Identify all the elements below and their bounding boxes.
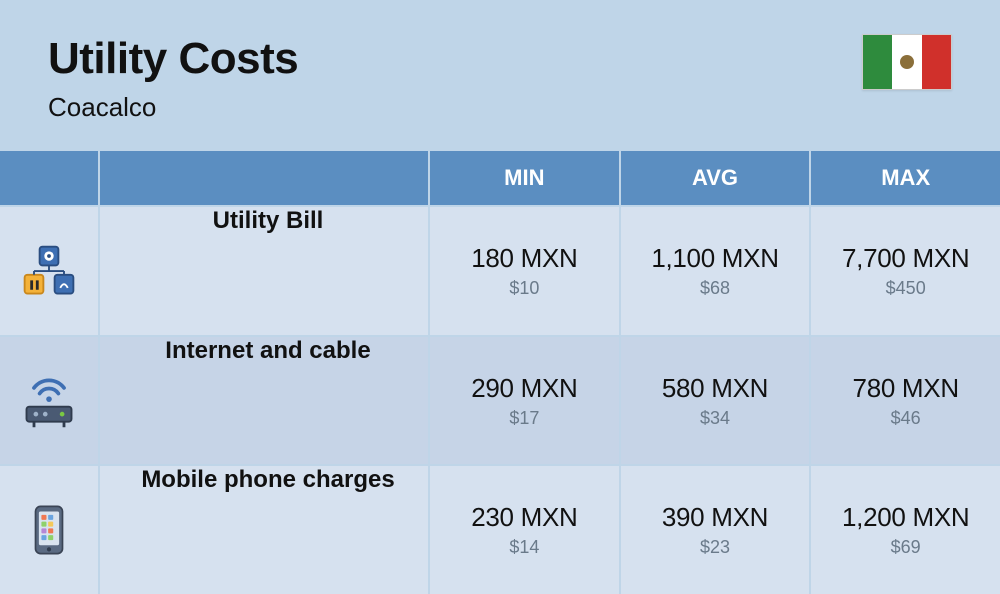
val-mxn: 230 MXN	[471, 502, 577, 533]
row-label: Internet and cable	[100, 337, 430, 465]
th-empty-icon	[0, 151, 100, 205]
val-usd: $17	[509, 408, 539, 429]
cell-min: 290 MXN $17	[430, 337, 621, 465]
cost-table: MIN AVG MAX	[0, 151, 1000, 594]
val-usd: $69	[891, 537, 921, 558]
page-subtitle: Coacalco	[48, 92, 298, 123]
val-usd: $450	[886, 278, 926, 299]
cell-min: 180 MXN $10	[430, 207, 621, 335]
val-usd: $23	[700, 537, 730, 558]
val-mxn: 1,100 MXN	[651, 243, 778, 274]
val-usd: $68	[700, 278, 730, 299]
th-avg: AVG	[621, 151, 812, 205]
flag-stripe-red	[922, 35, 951, 89]
router-icon	[15, 367, 83, 435]
table-header-row: MIN AVG MAX	[0, 151, 1000, 205]
row-label: Mobile phone charges	[100, 466, 430, 594]
row-icon-cell	[0, 207, 100, 335]
cell-avg: 580 MXN $34	[621, 337, 812, 465]
th-max: MAX	[811, 151, 1000, 205]
th-empty-label	[100, 151, 430, 205]
phone-icon	[15, 496, 83, 564]
val-usd: $34	[700, 408, 730, 429]
val-usd: $10	[509, 278, 539, 299]
val-mxn: 290 MXN	[471, 373, 577, 404]
th-min: MIN	[430, 151, 621, 205]
table-row: Mobile phone charges 230 MXN $14 390 MXN…	[0, 464, 1000, 594]
table-row: Internet and cable 290 MXN $17 580 MXN $…	[0, 335, 1000, 465]
page: Utility Costs Coacalco MIN AVG MAX	[0, 0, 1000, 594]
page-title: Utility Costs	[48, 34, 298, 84]
val-mxn: 580 MXN	[662, 373, 768, 404]
header: Utility Costs Coacalco	[0, 0, 1000, 151]
val-mxn: 1,200 MXN	[842, 502, 969, 533]
row-label: Utility Bill	[100, 207, 430, 335]
cell-max: 780 MXN $46	[811, 337, 1000, 465]
cell-avg: 1,100 MXN $68	[621, 207, 812, 335]
val-mxn: 780 MXN	[853, 373, 959, 404]
row-icon-cell	[0, 337, 100, 465]
mexico-flag-icon	[862, 34, 952, 90]
flag-stripe-white	[892, 35, 921, 89]
cell-min: 230 MXN $14	[430, 466, 621, 594]
val-mxn: 7,700 MXN	[842, 243, 969, 274]
flag-stripe-green	[863, 35, 892, 89]
cell-max: 7,700 MXN $450	[811, 207, 1000, 335]
table-row: Utility Bill 180 MXN $10 1,100 MXN $68 7…	[0, 205, 1000, 335]
val-mxn: 390 MXN	[662, 502, 768, 533]
cell-avg: 390 MXN $23	[621, 466, 812, 594]
val-usd: $14	[509, 537, 539, 558]
header-text: Utility Costs Coacalco	[48, 34, 298, 123]
utility-bill-icon	[15, 237, 83, 305]
flag-emblem	[900, 55, 914, 69]
cell-max: 1,200 MXN $69	[811, 466, 1000, 594]
val-usd: $46	[891, 408, 921, 429]
row-icon-cell	[0, 466, 100, 594]
val-mxn: 180 MXN	[471, 243, 577, 274]
